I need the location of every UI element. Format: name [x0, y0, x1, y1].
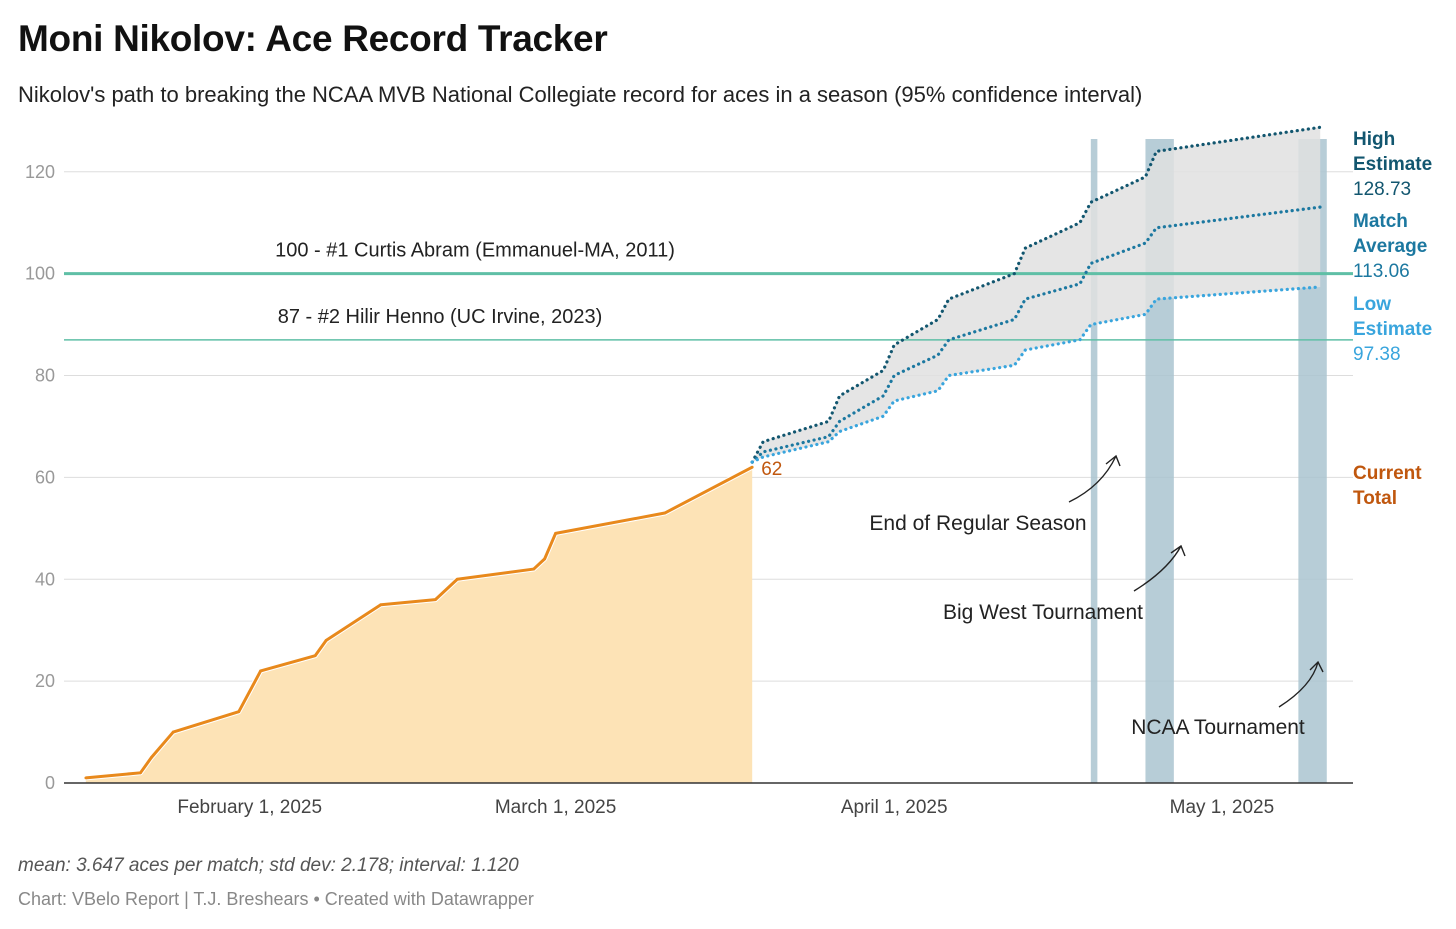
stats-note: mean: 3.647 aces per match; std dev: 2.1… — [18, 855, 519, 876]
match-average-value: 113.06 — [1353, 261, 1410, 282]
chart-subtitle: Nikolov's path to breaking the NCAA MVB … — [18, 82, 1143, 107]
actual-point-14 — [663, 511, 667, 515]
actual-line — [85, 465, 753, 780]
projection-line-low-estimate — [750, 285, 1322, 464]
chart-title: Moni Nikolov: Ace Record Tracker — [18, 18, 608, 59]
chart-area: 0 20 40 60 80 100 120 February 1, 2025 March 1, … — [25, 125, 1432, 818]
actual-area — [85, 467, 753, 783]
actual-point-12 — [543, 557, 547, 561]
current-total-name-1: Total — [1353, 488, 1397, 509]
x-tick-2025-03-01: March 1, 2025 — [495, 797, 616, 818]
annotation-arrowhead-0 — [1105, 454, 1121, 467]
actual-point-6 — [313, 654, 317, 658]
shade-end-of-regular-season — [1090, 139, 1098, 783]
chart-source: Chart: VBelo Report | T.J. Breshears • C… — [18, 889, 534, 909]
actual-point-3 — [171, 730, 175, 734]
y-tick-80: 80 — [35, 366, 55, 386]
annotation-arrowhead-2 — [1309, 660, 1324, 673]
annotation-arrow-0 — [1068, 455, 1117, 503]
actual-point-5 — [259, 669, 263, 673]
annotation-ncaa-tournament: NCAA Tournament — [1131, 716, 1305, 739]
y-tick-60: 60 — [35, 467, 55, 487]
annotation-arrowhead-1 — [1170, 544, 1186, 557]
current-total-name-0: Current — [1353, 463, 1422, 484]
actual-point-13 — [554, 532, 557, 535]
actual-point-1 — [139, 771, 142, 775]
y-tick-0: 0 — [45, 773, 55, 793]
actual-point-10 — [455, 577, 459, 581]
x-tick-2025-02-01: February 1, 2025 — [177, 797, 322, 818]
actual-point-7 — [324, 638, 328, 642]
annotation-end-of-regular-season: End of Regular Season — [869, 512, 1086, 535]
x-tick-2025-04-01: April 1, 2025 — [841, 797, 948, 818]
annotation-big-west-tournament: Big West Tournament — [943, 601, 1143, 624]
annotation-arrow-2 — [1278, 661, 1319, 708]
actual-point-0 — [84, 776, 88, 780]
low-estimate-name-1: Estimate — [1353, 319, 1432, 340]
reference-label-87: 87 - #2 Hilir Henno (UC Irvine, 2023) — [278, 306, 603, 328]
confidence-band — [752, 127, 1321, 463]
y-tick-20: 20 — [35, 671, 55, 691]
low-estimate-name-0: Low — [1353, 294, 1391, 315]
match-average-name-1: Average — [1353, 236, 1427, 257]
reference-label-100: 100 - #1 Curtis Abram (Emmanuel-MA, 2011… — [275, 240, 675, 262]
projection-line-match-average — [750, 205, 1322, 464]
high-estimate-value: 128.73 — [1353, 179, 1411, 200]
high-estimate-name-0: High — [1353, 129, 1395, 150]
match-average-name-0: Match — [1353, 211, 1408, 232]
current-value-label: 62 — [761, 459, 782, 480]
low-estimate-value: 97.38 — [1353, 344, 1401, 365]
actual-point-8 — [379, 603, 383, 607]
areas — [85, 127, 1321, 783]
labels: 100 - #1 Curtis Abram (Emmanuel-MA, 2011… — [275, 129, 1432, 739]
annotation-arrow-1 — [1133, 545, 1182, 592]
x-tick-2025-05-01: May 1, 2025 — [1170, 797, 1275, 818]
projection-line-high-estimate — [750, 125, 1322, 464]
y-tick-40: 40 — [35, 569, 55, 589]
actual-point-15 — [750, 465, 754, 469]
axes: 0 20 40 60 80 100 120 February 1, 2025 March 1, … — [25, 162, 1353, 818]
y-tick-120: 120 — [25, 162, 55, 182]
reference-lines — [64, 272, 1353, 341]
actual-point-2 — [149, 756, 153, 759]
actual-point-4 — [237, 710, 241, 714]
actual-point-11 — [532, 567, 536, 571]
y-tick-100: 100 — [25, 264, 55, 284]
high-estimate-name-1: Estimate — [1353, 154, 1432, 175]
series-lines — [84, 125, 1322, 781]
actual-point-9 — [434, 598, 437, 602]
